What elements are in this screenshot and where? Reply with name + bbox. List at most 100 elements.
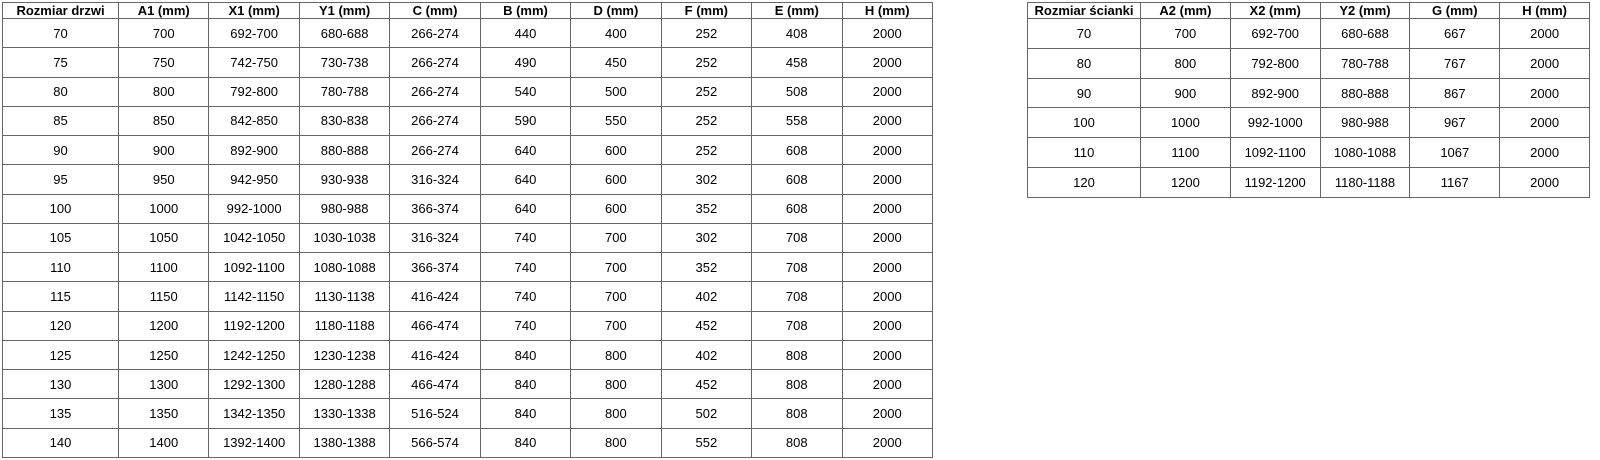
table-cell: 1067 [1409, 137, 1501, 169]
table-cell: 980-988 [1319, 107, 1411, 139]
table-cell: 2000 [841, 17, 933, 49]
table-cell: 90 [1027, 77, 1141, 109]
table-cell: 700 [570, 222, 662, 254]
table-cell: 840 [479, 427, 572, 459]
table-cell: 1042-1050 [208, 222, 300, 254]
table-cell: 967 [1409, 107, 1501, 139]
table-cell: 1080-1088 [1319, 137, 1411, 169]
table-cell: 2000 [841, 222, 933, 254]
header-cell: Y1 (mm) [298, 2, 391, 19]
table-cell: 252 [660, 17, 753, 49]
table-cell: 75 [2, 47, 119, 78]
table-cell: 1230-1238 [298, 339, 391, 371]
table-cell: 1180-1188 [1319, 167, 1411, 198]
table-cell: 750 [117, 47, 210, 78]
table-cell: 700 [117, 17, 210, 49]
table-cell: 80 [2, 76, 119, 107]
table-cell: 590 [479, 105, 572, 137]
header-cell: F (mm) [660, 2, 753, 19]
header-cell: G (mm) [1409, 2, 1501, 19]
table-row: 110 1100 1092-1100 1080-1088 366-374 740 700 35… [2, 252, 933, 283]
table-cell: 692-700 [1229, 18, 1321, 49]
table-cell: 408 [751, 17, 843, 49]
table-cell: 402 [660, 281, 753, 312]
table-cell: 950 [117, 164, 210, 195]
header-cell: A1 (mm) [117, 2, 210, 19]
table-cell: 540 [479, 76, 572, 107]
table-cell: 800 [570, 339, 662, 371]
header-cell: E (mm) [751, 2, 843, 19]
header-cell: Rozmiar ścianki [1027, 2, 1141, 19]
table-cell: 892-900 [208, 135, 300, 166]
table-cell: 1350 [117, 398, 210, 429]
table-cell: 992-1000 [208, 193, 300, 224]
table-cell: 1300 [117, 369, 210, 400]
table-cell: 100 [2, 193, 119, 224]
table-cell: 452 [660, 310, 753, 341]
table-cell: 120 [2, 310, 119, 341]
table-cell: 2000 [841, 47, 933, 78]
table-row: 125 1250 1242-1250 1230-1238 416-424 840 800 40… [2, 339, 933, 371]
table-cell: 1000 [117, 193, 210, 224]
table-cell: 2000 [841, 193, 933, 224]
table-cell: 266-274 [389, 105, 481, 137]
table-cell: 90 [2, 135, 119, 166]
table-row: 80 800 792-800 780-788 767 2000 [1027, 47, 1590, 79]
header-cell: A2 (mm) [1140, 2, 1231, 19]
table-cell: 252 [660, 76, 753, 107]
table-cell: 600 [570, 135, 662, 166]
table-cell: 1250 [117, 339, 210, 371]
table-cell: 2000 [1499, 18, 1590, 49]
table-cell: 452 [660, 369, 753, 400]
table-cell: 1200 [117, 310, 210, 341]
table-cell: 2000 [841, 135, 933, 166]
header-cell: B (mm) [479, 2, 572, 19]
table-cell: 316-324 [389, 222, 481, 254]
table-cell: 95 [2, 164, 119, 195]
table-row: 140 1400 1392-1400 1380-1388 566-574 840 800 55… [2, 427, 933, 459]
table-cell: 700 [570, 281, 662, 312]
table-cell: 70 [2, 17, 119, 49]
table-cell: 70 [1027, 18, 1141, 49]
table-cell: 800 [570, 398, 662, 429]
table-cell: 708 [751, 281, 843, 312]
table-cell: 730-738 [298, 47, 391, 78]
table-cell: 352 [660, 252, 753, 283]
table-cell: 1142-1150 [208, 281, 300, 312]
table-cell: 800 [570, 369, 662, 400]
table-cell: 942-950 [208, 164, 300, 195]
table-cell: 1392-1400 [208, 427, 300, 459]
table-row: 135 1350 1342-1350 1330-1338 516-524 840 800 50… [2, 398, 933, 429]
table-row: 90 900 892-900 880-888 266-274 640 600 252 608 20… [2, 135, 933, 166]
table-row: 90 900 892-900 880-888 867 2000 [1027, 77, 1590, 109]
table-cell: 1092-1100 [208, 252, 300, 283]
table-cell: 930-938 [298, 164, 391, 195]
table-cell: 400 [570, 17, 662, 49]
table-cell: 640 [479, 164, 572, 195]
table-cell: 740 [479, 281, 572, 312]
table-cell: 1192-1200 [208, 310, 300, 341]
table-cell: 700 [570, 252, 662, 283]
table-cell: 266-274 [389, 76, 481, 107]
table-cell: 2000 [1499, 107, 1590, 139]
table-cell: 640 [479, 135, 572, 166]
table-cell: 1292-1300 [208, 369, 300, 400]
table-cell: 808 [751, 339, 843, 371]
table-cell: 708 [751, 222, 843, 254]
table-cell: 1000 [1140, 107, 1231, 139]
table-cell: 115 [2, 281, 119, 312]
table-cell: 440 [479, 17, 572, 49]
table-cell: 1080-1088 [298, 252, 391, 283]
table-cell: 2000 [841, 281, 933, 312]
table-cell: 840 [479, 369, 572, 400]
table-cell: 140 [2, 427, 119, 459]
table-cell: 366-374 [389, 252, 481, 283]
table-cell: 1242-1250 [208, 339, 300, 371]
table-cell: 840 [479, 339, 572, 371]
table-cell: 600 [570, 164, 662, 195]
table-row: 95 950 942-950 930-938 316-324 640 600 302 608 20… [2, 164, 933, 195]
table-row: 85 850 842-850 830-838 266-274 590 550 252 558 20… [2, 105, 933, 137]
table-cell: 100 [1027, 107, 1141, 139]
table-cell: 680-688 [1319, 18, 1411, 49]
header-cell: X1 (mm) [208, 2, 300, 19]
